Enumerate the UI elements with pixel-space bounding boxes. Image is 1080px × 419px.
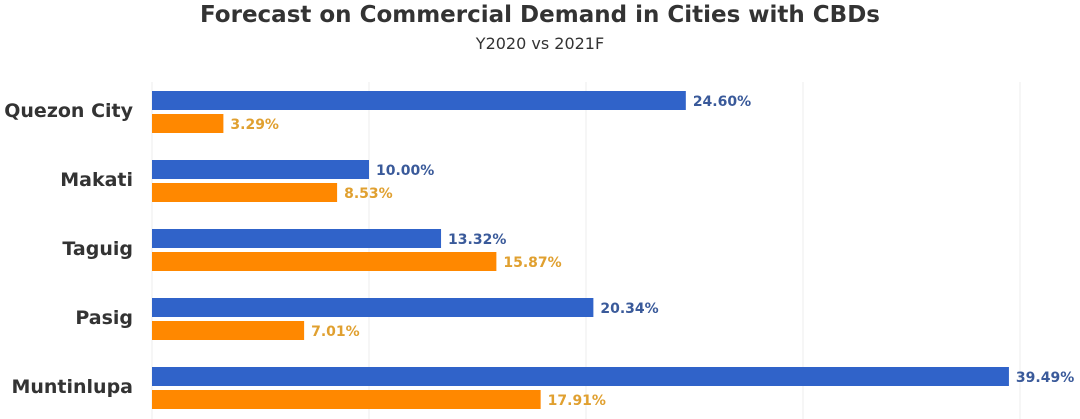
bar-2021f [152, 390, 541, 409]
bar-y2020 [152, 91, 686, 110]
data-label: 39.49% [1016, 370, 1074, 386]
data-label: 13.32% [448, 232, 506, 248]
category-label: Quezon City [4, 100, 133, 122]
data-label: 24.60% [693, 94, 751, 110]
bar-2021f [152, 114, 224, 133]
data-label: 15.87% [503, 255, 561, 271]
category-label: Taguig [62, 238, 133, 260]
data-label: 8.53% [344, 186, 393, 202]
bar-y2020 [152, 160, 369, 179]
bar-2021f [152, 321, 305, 340]
bar-y2020 [152, 367, 1009, 386]
data-label: 10.00% [376, 163, 434, 179]
data-label: 7.01% [311, 324, 360, 340]
chart-subtitle: Y2020 vs 2021F [475, 34, 605, 53]
category-label: Makati [60, 169, 133, 191]
category-label: Pasig [75, 307, 133, 329]
bar-2021f [152, 183, 338, 202]
bar-y2020 [152, 229, 442, 248]
data-label: 17.91% [548, 393, 606, 409]
category-label: Muntinlupa [11, 376, 133, 398]
data-label: 20.34% [600, 301, 658, 317]
bar-2021f [152, 252, 497, 271]
chart-title: Forecast on Commercial Demand in Cities … [200, 2, 880, 28]
data-label: 3.29% [230, 117, 279, 133]
bar-y2020 [152, 298, 594, 317]
